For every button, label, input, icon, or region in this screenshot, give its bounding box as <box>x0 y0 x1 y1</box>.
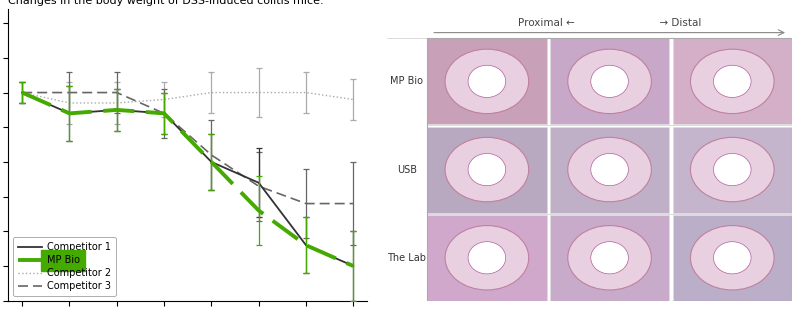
Ellipse shape <box>590 153 628 186</box>
FancyBboxPatch shape <box>550 215 670 301</box>
Ellipse shape <box>445 137 529 202</box>
FancyBboxPatch shape <box>673 127 792 212</box>
FancyBboxPatch shape <box>550 127 670 212</box>
Text: Proximal ←                          → Distal: Proximal ← → Distal <box>518 18 702 28</box>
Ellipse shape <box>590 242 628 274</box>
Ellipse shape <box>590 65 628 97</box>
Ellipse shape <box>468 242 506 274</box>
FancyBboxPatch shape <box>427 215 546 301</box>
FancyBboxPatch shape <box>427 127 546 212</box>
Ellipse shape <box>568 226 651 290</box>
Ellipse shape <box>690 226 774 290</box>
Ellipse shape <box>445 49 529 113</box>
Text: The Lab: The Lab <box>387 253 426 263</box>
Ellipse shape <box>468 65 506 97</box>
Text: MP Bio: MP Bio <box>390 76 423 86</box>
Ellipse shape <box>568 137 651 202</box>
Ellipse shape <box>714 153 751 186</box>
FancyBboxPatch shape <box>550 38 670 124</box>
Ellipse shape <box>568 49 651 113</box>
Text: USB: USB <box>397 165 417 175</box>
Ellipse shape <box>690 49 774 113</box>
FancyBboxPatch shape <box>673 215 792 301</box>
Ellipse shape <box>468 153 506 186</box>
Legend: Competitor 1, MP Bio, Competitor 2, Competitor 3: Competitor 1, MP Bio, Competitor 2, Comp… <box>13 237 116 296</box>
Text: Changes in the body weight of DSS-induced colitis mice.: Changes in the body weight of DSS-induce… <box>8 0 324 6</box>
Ellipse shape <box>445 226 529 290</box>
FancyBboxPatch shape <box>427 38 546 124</box>
Ellipse shape <box>690 137 774 202</box>
FancyBboxPatch shape <box>673 38 792 124</box>
Ellipse shape <box>714 65 751 97</box>
Ellipse shape <box>714 242 751 274</box>
